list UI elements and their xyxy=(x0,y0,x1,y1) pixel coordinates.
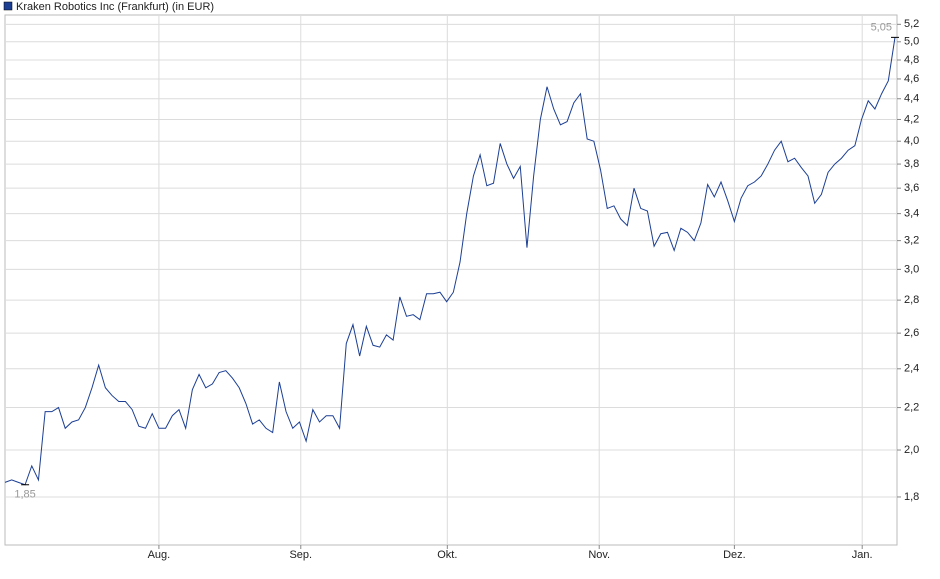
x-tick-label: Jan. xyxy=(852,549,873,561)
x-tick-label: Aug. xyxy=(148,549,171,561)
y-tick-label: 5,2 xyxy=(904,18,919,30)
y-tick-label: 4,4 xyxy=(904,93,919,105)
y-tick-label: 4,6 xyxy=(904,73,919,85)
extreme-label: 5,05 xyxy=(871,21,892,33)
y-tick-label: 1,8 xyxy=(904,491,919,503)
legend-label: Kraken Robotics Inc (Frankfurt) (in EUR) xyxy=(16,1,214,13)
y-tick-label: 5,0 xyxy=(904,36,919,48)
x-tick-label: Okt. xyxy=(437,549,457,561)
y-tick-label: 4,2 xyxy=(904,113,919,125)
y-tick-label: 3,6 xyxy=(904,182,919,194)
x-tick-label: Sep. xyxy=(289,549,312,561)
y-tick-label: 4,8 xyxy=(904,54,919,66)
y-tick-label: 2,8 xyxy=(904,294,919,306)
legend-swatch xyxy=(3,1,13,11)
y-tick-label: 2,4 xyxy=(904,363,919,375)
extreme-label: 1,85 xyxy=(14,489,35,501)
y-tick-label: 3,2 xyxy=(904,235,919,247)
y-tick-label: 2,2 xyxy=(904,401,919,413)
plot-area xyxy=(4,14,898,546)
y-tick-label: 2,0 xyxy=(904,444,919,456)
y-tick-label: 3,8 xyxy=(904,158,919,170)
y-tick-label: 4,0 xyxy=(904,135,919,147)
x-tick-label: Dez. xyxy=(723,549,746,561)
price-line xyxy=(4,37,896,486)
y-tick-label: 3,0 xyxy=(904,263,919,275)
y-tick-label: 3,4 xyxy=(904,208,919,220)
x-tick-label: Nov. xyxy=(588,549,610,561)
y-tick-label: 2,6 xyxy=(904,327,919,339)
